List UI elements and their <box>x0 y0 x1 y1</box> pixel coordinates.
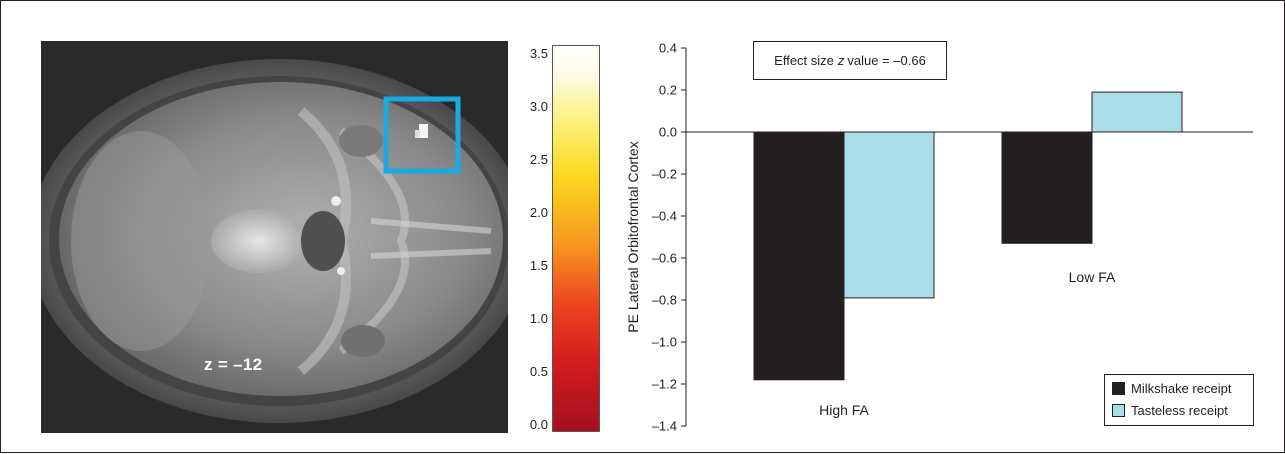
colorbar-tick-label: 2.0 <box>529 205 548 220</box>
y-tick-label: –1.0 <box>652 335 677 350</box>
effect-prefix: Effect size <box>774 53 834 68</box>
bar-milkshake-low-fa <box>1001 131 1093 244</box>
colorbar-tick-label: 0.0 <box>529 417 548 432</box>
activation-blob <box>419 124 428 138</box>
bar-milkshake-high-fa <box>753 131 845 381</box>
y-tick-label: –1.2 <box>652 377 677 392</box>
legend-label-tasteless: Tasteless receipt <box>1131 403 1228 418</box>
effect-size-annotation: Effect size z value = –0.66 <box>753 41 947 80</box>
colorbar-tick-label: 2.5 <box>529 152 548 167</box>
category-label: High FA <box>819 402 869 418</box>
y-tick-label: –0.4 <box>652 209 677 224</box>
y-tick-label: 0.2 <box>659 83 677 98</box>
legend: Milkshake receipt Tasteless receipt <box>1104 374 1254 426</box>
colorbar-tick-label: 0.5 <box>529 364 548 379</box>
brain-slice-image: z = –12 <box>41 41 508 433</box>
legend-entry-tasteless: Tasteless receipt <box>1112 403 1228 418</box>
colorbar-tick-label: 1.5 <box>529 258 548 273</box>
effect-z-symbol: z <box>837 53 845 68</box>
slice-coordinate-label: z = –12 <box>204 355 263 374</box>
colorbar-tick-label: 1.0 <box>529 311 548 326</box>
colorbar-tick-label: 3.0 <box>529 99 548 114</box>
y-tick-label: –0.6 <box>652 251 677 266</box>
category-label: Low FA <box>1069 269 1116 285</box>
effect-value: value = –0.66 <box>847 53 926 68</box>
colorbar <box>552 45 600 432</box>
y-tick-label: –0.2 <box>652 167 677 182</box>
colorbar-tick-label: 3.5 <box>529 46 548 61</box>
y-tick-label: 0.4 <box>659 41 677 56</box>
brain-slice-drawing <box>41 41 508 433</box>
y-tick-label: –1.4 <box>652 419 677 434</box>
bar-tasteless-low-fa <box>1091 91 1183 133</box>
y-tick-label: –0.8 <box>652 293 677 308</box>
legend-swatch-tasteless <box>1112 404 1125 417</box>
legend-entry-milkshake: Milkshake receipt <box>1112 381 1231 396</box>
y-tick-label: 0.0 <box>659 125 677 140</box>
bar-tasteless-high-fa <box>843 131 935 299</box>
y-axis-title: PE Lateral Orbitofrontal Cortex <box>625 141 641 332</box>
legend-label-milkshake: Milkshake receipt <box>1131 381 1232 396</box>
legend-swatch-milkshake <box>1112 382 1125 395</box>
roi-box <box>383 96 461 174</box>
